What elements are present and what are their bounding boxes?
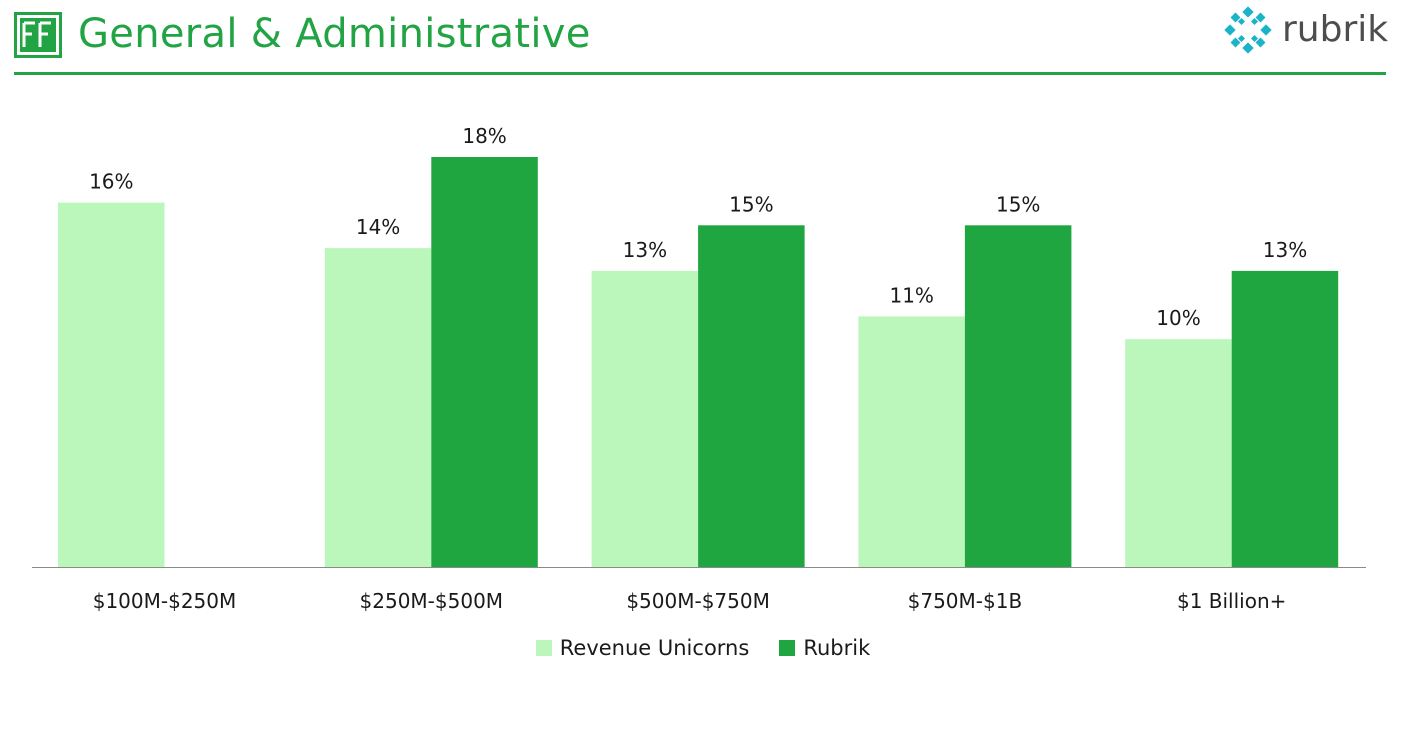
- data-label: 14%: [356, 215, 400, 239]
- bar-rubrik-4: [1231, 270, 1339, 567]
- page-title: General & Administrative: [78, 11, 591, 57]
- bar-rubrik-1: [431, 157, 538, 567]
- x-tick-label: $750M-$1B: [908, 589, 1023, 613]
- data-label: 15%: [729, 192, 773, 216]
- legend-label: Revenue Unicorns: [559, 636, 750, 660]
- bar-chart: 16% $100M-$250M 14% 18% $250M-$500M 13% 15% $50…: [32, 124, 1366, 613]
- bar-rubrik-3: [964, 225, 1072, 568]
- x-tick-label: $500M-$750M: [626, 589, 770, 613]
- chart-legend: Revenue Unicorns Rubrik: [0, 632, 1406, 664]
- x-tick-label: $1 Billion+: [1177, 589, 1286, 613]
- data-label: 15%: [996, 192, 1040, 216]
- legend-swatch: [779, 640, 796, 656]
- bar-revenue-unicorns-4: [1125, 339, 1232, 567]
- bar-revenue-unicorns-0: [58, 202, 165, 567]
- bar-revenue-unicorns-1: [324, 248, 432, 567]
- data-label: 18%: [462, 124, 506, 148]
- rubrik-logo-icon: [1224, 6, 1272, 54]
- legend-item-rubrik: Rubrik: [779, 636, 870, 660]
- x-tick-label: $250M-$500M: [360, 589, 504, 613]
- bar-rubrik-2: [698, 225, 805, 568]
- brand-logo: rubrik: [1224, 4, 1394, 56]
- legend-label: Rubrik: [803, 636, 871, 660]
- data-label: 11%: [889, 283, 933, 307]
- header-divider: [14, 72, 1386, 75]
- legend-swatch: [535, 640, 552, 656]
- data-label: 13%: [623, 238, 667, 262]
- data-label: 13%: [1263, 238, 1307, 262]
- bar-revenue-unicorns-3: [858, 316, 965, 567]
- data-label: 16%: [89, 170, 133, 194]
- x-tick-label: $100M-$250M: [93, 589, 237, 613]
- data-label: 10%: [1156, 306, 1200, 330]
- bar-revenue-unicorns-2: [591, 270, 699, 567]
- legend-item-revenue-unicorns: Revenue Unicorns: [535, 636, 750, 660]
- ff-logo-icon: [14, 12, 62, 58]
- header: General & Administrative rubrik: [0, 0, 1406, 80]
- brand-name: rubrik: [1282, 9, 1389, 50]
